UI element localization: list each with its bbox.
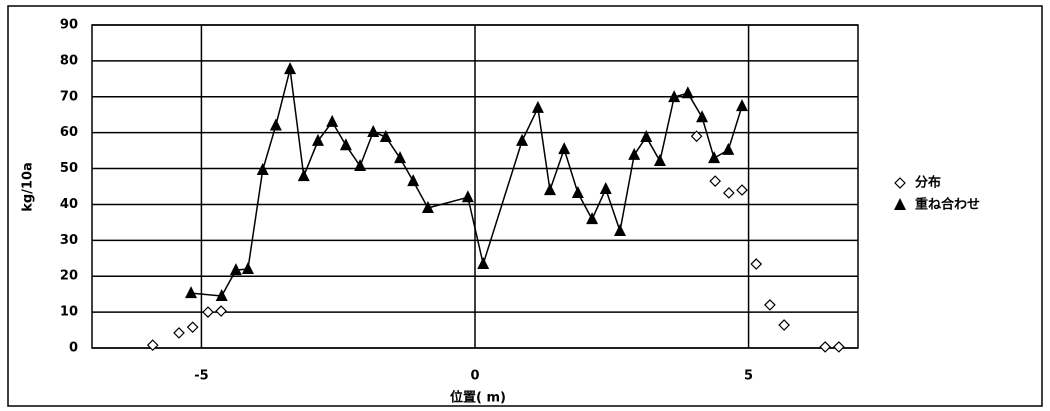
triangle-marker [284, 62, 297, 75]
diamond-marker [750, 258, 763, 270]
y-tick-label: 50 [60, 161, 78, 176]
triangle-marker [531, 100, 544, 113]
diamond-marker [778, 319, 790, 331]
triangle-marker [394, 151, 407, 164]
y-tick-label: 0 [69, 341, 78, 356]
y-tick-label: 30 [60, 233, 78, 248]
diamond-marker [894, 177, 906, 189]
legend-label: 分布 [915, 175, 941, 191]
x-tick-label: 0 [470, 369, 479, 384]
triangle-marker [311, 133, 324, 146]
triangle-marker [894, 198, 906, 210]
plot-area [91, 24, 859, 349]
triangle-marker [215, 288, 228, 301]
triangle-marker [379, 129, 392, 142]
triangle-marker [722, 142, 735, 155]
y-tick-label: 20 [60, 269, 78, 284]
triangle-marker [599, 182, 612, 195]
triangle-marker [229, 263, 242, 276]
x-tick-label: 5 [744, 369, 753, 384]
triangle-marker [339, 138, 352, 151]
triangle-marker [354, 159, 367, 172]
triangle-marker [269, 118, 282, 131]
triangle-marker [736, 99, 749, 112]
series-line [190, 68, 743, 297]
triangle-marker [708, 151, 721, 164]
diamond-marker [173, 327, 185, 339]
triangle-marker [461, 190, 474, 203]
triangle-marker [477, 257, 490, 270]
y-tick-label: 40 [60, 197, 78, 212]
diamond-marker [690, 130, 703, 143]
y-tick-label: 60 [60, 125, 78, 140]
diamond-marker [723, 187, 735, 199]
triangle-marker [558, 142, 571, 155]
triangle-marker [681, 86, 694, 99]
triangle-marker [653, 154, 666, 167]
triangle-marker [696, 110, 709, 123]
diamond-marker [146, 339, 159, 351]
triangle-marker [543, 183, 556, 196]
diamond-marker [736, 184, 748, 196]
triangle-marker [668, 90, 681, 103]
frame [7, 5, 1043, 407]
x-tick-label: -5 [194, 369, 208, 384]
y-tick-label: 80 [60, 53, 78, 68]
triangle-marker [613, 224, 626, 237]
diamond-marker [202, 306, 214, 318]
y-tick-label: 90 [60, 18, 78, 33]
y-tick-label: 10 [60, 305, 78, 320]
diamond-marker [709, 175, 722, 187]
diamond-marker [819, 341, 832, 353]
triangle-marker [586, 212, 599, 225]
triangle-marker [367, 124, 380, 137]
diamond-marker [764, 299, 776, 311]
diamond-marker [186, 321, 199, 334]
triangle-marker [516, 133, 529, 146]
triangle-marker [628, 147, 641, 160]
triangle-marker [421, 201, 434, 214]
x-axis-label: 位置( m) [450, 390, 506, 406]
triangle-marker [407, 174, 420, 187]
triangle-marker [256, 162, 269, 175]
y-axis-label: kg/10a [21, 162, 36, 212]
diamond-marker [215, 305, 227, 317]
triangle-marker [297, 169, 310, 182]
triangle-marker [571, 185, 584, 198]
legend-label: 重ね合わせ [915, 197, 980, 213]
triangle-marker [326, 114, 339, 127]
triangle-marker [185, 286, 198, 299]
triangle-marker [241, 262, 254, 275]
triangle-marker [640, 129, 653, 142]
diamond-marker [833, 341, 845, 353]
y-tick-label: 70 [60, 89, 78, 104]
